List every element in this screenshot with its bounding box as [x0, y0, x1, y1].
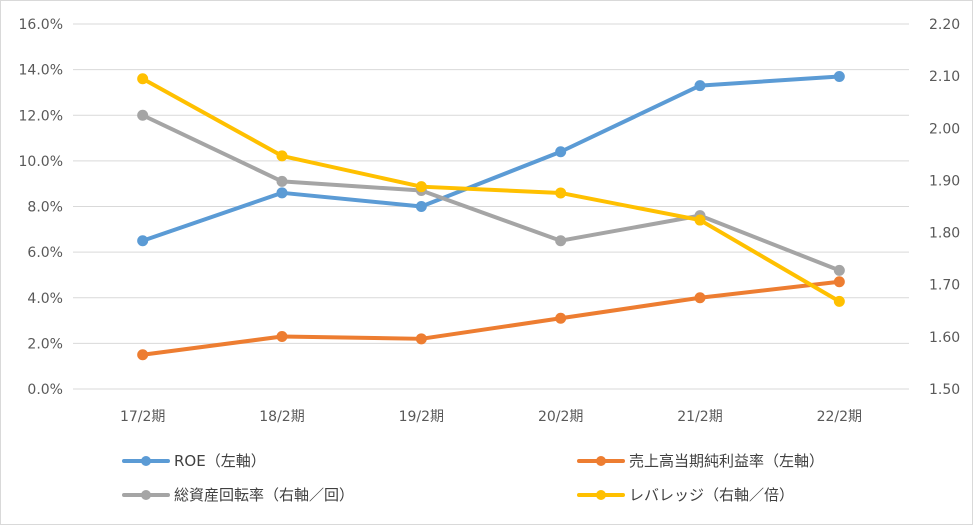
x-axis-tick-label: 19/2期 [399, 409, 444, 425]
data-point [833, 295, 845, 307]
data-point [833, 264, 845, 276]
legend-label: 総資産回転率（右軸／回） [174, 486, 354, 504]
x-axis-ticks: 17/2期 18/2期 19/2期 20/2期 21/2期 22/2期 [120, 409, 862, 425]
series-line [140, 74, 842, 243]
legend-label: ROE（左軸） [174, 452, 266, 470]
data-point [276, 175, 288, 187]
data-point [833, 70, 845, 82]
x-axis-tick-label: 21/2期 [677, 409, 722, 425]
legend: ROE（左軸） 売上高当期純利益率（左軸） 総資産回転率（右軸／回） レバレッジ（右軸… [122, 452, 824, 504]
right-axis-tick-label: 1.80 [929, 226, 960, 242]
series-4 [137, 73, 845, 307]
left-axis-tick-label: 14.0% [19, 63, 63, 79]
left-axis-tick-label: 4.0% [27, 291, 63, 307]
legend-swatch-marker [141, 456, 151, 466]
legend-item: ROE（左軸） [122, 452, 266, 470]
series-line [140, 76, 842, 304]
right-axis-tick-label: 1.50 [929, 382, 960, 398]
right-axis-tick-label: 2.00 [929, 121, 960, 137]
legend-swatch-marker [596, 490, 606, 500]
data-point [833, 276, 845, 288]
data-point [555, 187, 567, 199]
data-point [415, 181, 427, 193]
left-axis-tick-label: 10.0% [19, 154, 63, 170]
legend-item: 売上高当期純利益率（左軸） [577, 452, 824, 470]
data-point [694, 214, 706, 226]
data-point [694, 80, 706, 92]
right-axis-tick-label: 2.10 [929, 69, 960, 85]
series-3 [137, 109, 845, 276]
data-point [415, 201, 427, 212]
right-axis-tick-label: 1.70 [929, 278, 960, 294]
data-point [137, 235, 149, 247]
legend-swatch-marker [596, 456, 606, 466]
legend-swatch-marker [141, 490, 151, 500]
data-point [555, 146, 567, 158]
left-axis-ticks: 0.0% 2.0% 4.0% 6.0% 8.0% 10.0% 12.0% 14.0% 16.0% [19, 17, 63, 398]
series-2 [137, 276, 845, 361]
data-point [276, 187, 288, 199]
data-point [276, 150, 288, 162]
series-1 [137, 70, 845, 247]
data-point [555, 235, 567, 247]
legend-item: 総資産回転率（右軸／回） [122, 486, 354, 504]
data-point [276, 331, 288, 343]
series-lines [137, 70, 845, 361]
series-line [140, 113, 842, 273]
left-axis-tick-label: 12.0% [19, 108, 63, 124]
left-axis-tick-label: 6.0% [27, 245, 63, 261]
left-axis-tick-label: 0.0% [27, 382, 63, 398]
data-point [555, 312, 567, 324]
right-axis-tick-label: 1.90 [929, 173, 960, 189]
left-axis-tick-label: 2.0% [27, 336, 63, 352]
legend-label: レバレッジ（右軸／倍） [629, 486, 794, 504]
left-axis-tick-label: 8.0% [27, 200, 63, 216]
right-axis-tick-label: 1.60 [929, 330, 960, 346]
data-point [137, 109, 149, 121]
data-point [415, 333, 427, 345]
x-axis-tick-label: 20/2期 [538, 409, 583, 425]
legend-label: 売上高当期純利益率（左軸） [629, 452, 824, 470]
legend-item: レバレッジ（右軸／倍） [577, 486, 794, 504]
data-point [137, 349, 149, 361]
data-point [694, 292, 706, 304]
x-axis-tick-label: 18/2期 [259, 409, 304, 425]
right-axis-ticks: 1.50 1.60 1.70 1.80 1.90 2.00 2.10 2.20 [929, 17, 960, 398]
right-axis-tick-label: 2.20 [929, 17, 960, 33]
x-axis-tick-label: 22/2期 [817, 409, 862, 425]
x-axis-tick-label: 17/2期 [120, 409, 165, 425]
data-point [137, 73, 149, 85]
left-axis-tick-label: 16.0% [19, 17, 63, 33]
series-line [140, 279, 842, 357]
